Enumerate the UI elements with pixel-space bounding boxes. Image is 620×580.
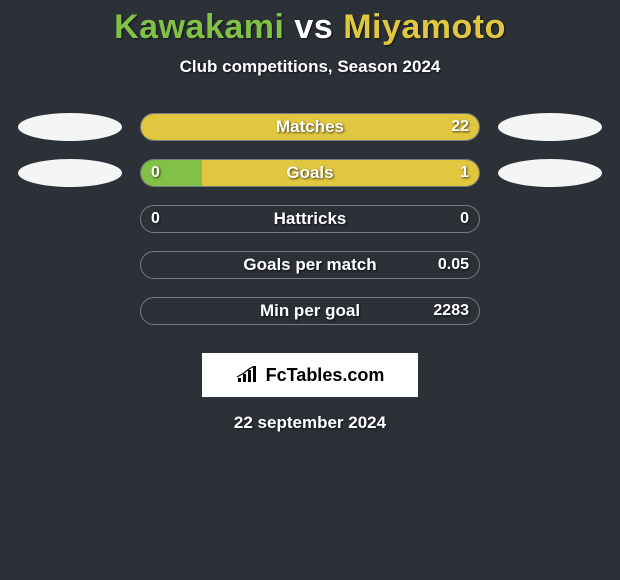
stat-row: 0.05Goals per match [0,251,620,279]
right-value: 0 [460,206,469,232]
right-value: 22 [451,114,469,140]
left-value: 0 [151,160,160,186]
subtitle: Club competitions, Season 2024 [180,57,441,77]
right-side [480,251,620,279]
right-value: 1 [460,160,469,186]
stat-label: Min per goal [141,298,479,324]
right-value: 0.05 [438,252,469,278]
player2-name: Miyamoto [343,8,506,46]
stat-bar: 22Matches [140,113,480,141]
stat-row: 01Goals [0,159,620,187]
right-side [480,159,620,187]
logo-box[interactable]: FcTables.com [202,353,418,397]
right-side [480,297,620,325]
stat-row: 2283Min per goal [0,297,620,325]
right-side [480,113,620,141]
stat-row: 22Matches [0,113,620,141]
bar-chart-icon [236,366,260,384]
left-value: 0 [151,206,160,232]
fill-right [202,160,479,186]
stat-bar: 01Goals [140,159,480,187]
left-ellipse-icon [18,159,122,187]
right-side [480,205,620,233]
stat-rows: 22Matches01Goals00Hattricks0.05Goals per… [0,113,620,343]
vs-text: vs [294,8,333,46]
left-side [0,205,140,233]
stat-bar: 0.05Goals per match [140,251,480,279]
stat-bar: 2283Min per goal [140,297,480,325]
right-value: 2283 [433,298,469,324]
stat-label: Goals per match [141,252,479,278]
right-ellipse-icon [498,159,602,187]
left-side [0,251,140,279]
left-side [0,113,140,141]
page-title: Kawakami vs Miyamoto [114,8,506,47]
logo-text: FcTables.com [266,365,385,386]
date-text: 22 september 2024 [234,413,386,433]
stat-label: Hattricks [141,206,479,232]
player1-name: Kawakami [114,8,284,46]
stat-bar: 0 0Hattricks [140,205,480,233]
right-ellipse-icon [498,113,602,141]
left-side [0,297,140,325]
left-ellipse-icon [18,113,122,141]
fill-right [141,114,479,140]
stat-row: 0 0Hattricks [0,205,620,233]
comparison-card: Kawakami vs Miyamoto Club competitions, … [0,0,620,433]
left-side [0,159,140,187]
